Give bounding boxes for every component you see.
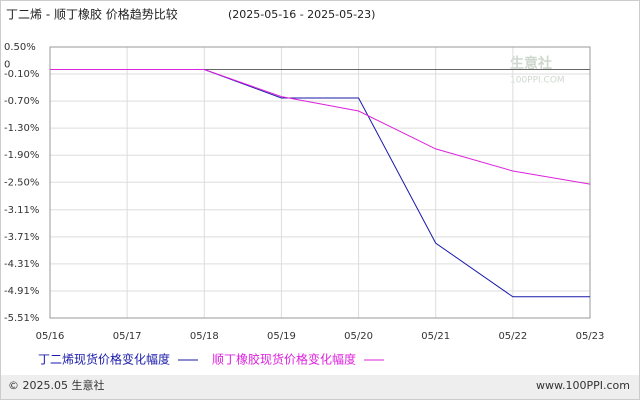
chart-subtitle: (2025-05-16 - 2025-05-23) bbox=[228, 8, 375, 21]
y-tick-label: -0.70% bbox=[4, 96, 39, 107]
watermark: 生意社 bbox=[510, 55, 552, 72]
y-tick-label: -3.71% bbox=[4, 232, 39, 243]
series-line bbox=[50, 69, 591, 185]
y-tick-label: -1.30% bbox=[4, 123, 39, 134]
plot-border bbox=[49, 46, 591, 319]
y-tick-label: -4.31% bbox=[4, 259, 39, 270]
footer-left: © 2025.05 生意社 bbox=[8, 378, 104, 392]
x-tick-label: 05/16 bbox=[36, 331, 65, 342]
x-tick-label: 05/19 bbox=[267, 331, 296, 342]
legend-label: 丁二烯现货价格变化幅度 bbox=[38, 352, 170, 367]
y-tick-label: -2.50% bbox=[4, 177, 39, 188]
y-tick-label: -3.11% bbox=[4, 205, 39, 216]
x-tick-label: 05/22 bbox=[498, 331, 527, 342]
y-tick-label: -0.10% bbox=[4, 69, 39, 80]
footer-band bbox=[1, 375, 639, 399]
chart-title: 丁二烯 - 顺丁橡胶 价格趋势比较 bbox=[6, 7, 178, 22]
y-tick-label: -4.91% bbox=[4, 286, 39, 297]
zero-label: 0 bbox=[4, 60, 10, 71]
x-tick-label: 05/17 bbox=[113, 331, 142, 342]
x-tick-label: 05/20 bbox=[344, 331, 373, 342]
footer-right: www.100PPI.com bbox=[536, 379, 630, 392]
y-tick-label: -1.90% bbox=[4, 150, 39, 161]
legend-label: 顺丁橡胶现货价格变化幅度 bbox=[212, 352, 356, 367]
y-tick-label: 0.50% bbox=[4, 42, 36, 53]
x-tick-label: 05/21 bbox=[421, 331, 450, 342]
x-tick-label: 05/23 bbox=[576, 331, 605, 342]
y-tick-label: -5.51% bbox=[4, 313, 39, 324]
watermark: 100PPI.COM bbox=[510, 76, 565, 86]
x-tick-label: 05/18 bbox=[190, 331, 219, 342]
